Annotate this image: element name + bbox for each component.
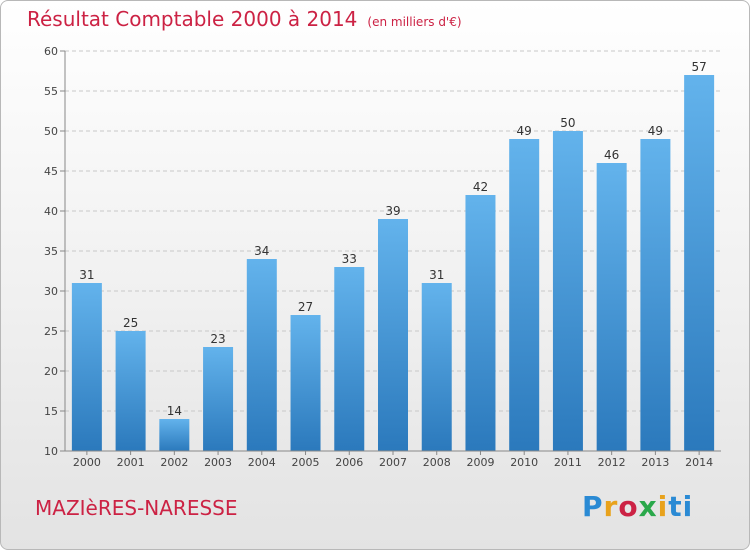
bar-value-label: 46	[604, 148, 619, 162]
x-tick-label: 2011	[554, 456, 582, 469]
x-tick-label: 2008	[423, 456, 451, 469]
x-tick-label: 2000	[73, 456, 101, 469]
labels: 10 15 20 25 30 35 40 45 50 55 60 31 2000 25 2001 14 2002…	[44, 45, 713, 469]
x-tick-label: 2014	[685, 456, 713, 469]
bar-value-label: 31	[79, 268, 94, 282]
commune-name: MAZIèRES-NARESSE	[35, 496, 238, 520]
x-tick-label: 2006	[335, 456, 363, 469]
bar-value-label: 34	[254, 244, 269, 258]
y-tick-label: 40	[44, 205, 58, 218]
bar-value-label: 27	[298, 300, 313, 314]
x-tick-label: 2010	[510, 456, 538, 469]
bar-value-label: 33	[342, 252, 357, 266]
x-tick-label: 2013	[641, 456, 669, 469]
x-tick-label: 2007	[379, 456, 407, 469]
x-tick-label: 2012	[598, 456, 626, 469]
bars	[71, 75, 715, 451]
chart-title-text: Résultat Comptable 2000 à 2014	[27, 7, 358, 31]
bar	[509, 139, 540, 451]
bar	[596, 163, 627, 451]
y-tick-label: 10	[44, 445, 58, 458]
bar	[246, 259, 277, 451]
bar-value-label: 14	[167, 404, 182, 418]
x-tick-label: 2009	[466, 456, 494, 469]
bar	[290, 315, 321, 451]
bar-value-label: 39	[385, 204, 400, 218]
bar-value-label: 25	[123, 316, 138, 330]
chart-title: Résultat Comptable 2000 à 2014 (en millie…	[27, 7, 462, 31]
y-tick-label: 60	[44, 45, 58, 58]
bar	[115, 331, 146, 451]
bar	[421, 283, 452, 451]
bar	[334, 267, 365, 451]
axes	[60, 50, 721, 455]
y-tick-label: 30	[44, 285, 58, 298]
bar-value-label: 31	[429, 268, 444, 282]
x-tick-label: 2002	[160, 456, 188, 469]
proxiti-logo[interactable]: Proxiti	[582, 490, 694, 523]
y-tick-label: 35	[44, 245, 58, 258]
y-tick-label: 25	[44, 325, 58, 338]
bar	[552, 131, 583, 451]
y-tick-label: 55	[44, 85, 58, 98]
bar-value-label: 57	[691, 60, 706, 74]
bar-value-label: 49	[648, 124, 663, 138]
x-tick-label: 2005	[292, 456, 320, 469]
bar	[465, 195, 496, 451]
bar-value-label: 42	[473, 180, 488, 194]
y-tick-label: 45	[44, 165, 58, 178]
bar-value-label: 49	[517, 124, 532, 138]
bar	[71, 283, 102, 451]
bar-value-label: 50	[560, 116, 575, 130]
y-tick-label: 15	[44, 405, 58, 418]
bar	[203, 347, 234, 451]
x-tick-label: 2003	[204, 456, 232, 469]
bar	[640, 139, 671, 451]
x-tick-label: 2001	[117, 456, 145, 469]
y-tick-label: 50	[44, 125, 58, 138]
chart-unit: (en milliers d'€)	[367, 15, 462, 29]
x-tick-label: 2004	[248, 456, 276, 469]
bar	[684, 75, 715, 451]
bar-value-label: 23	[210, 332, 225, 346]
bar	[159, 419, 190, 451]
y-tick-label: 20	[44, 365, 58, 378]
bar	[378, 219, 408, 451]
